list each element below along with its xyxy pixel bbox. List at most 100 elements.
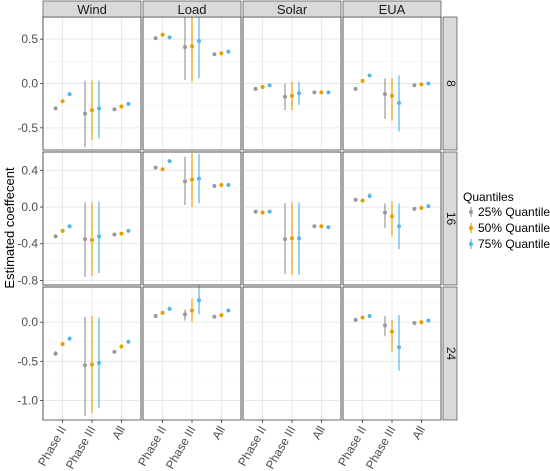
point-estimate [197,38,201,43]
point-estimate [83,363,87,368]
x-tick-label: All [209,424,228,443]
panel-border [242,151,342,286]
y-axis-title: Estimated coeffecent [2,167,17,289]
y-tick-label: -0.8 [17,273,38,287]
point-estimate [390,214,394,219]
point-estimate [67,224,72,229]
point-estimate [383,323,387,328]
point-estimate [90,108,94,113]
point-estimate [367,194,372,199]
point-estimate [190,44,194,49]
point-estimate [60,342,65,347]
point-estimate [397,101,401,106]
point-estimate [312,224,317,229]
legend: Quantiles 25% Quantile 50% Quantile 75% Qu… [463,190,550,251]
point-estimate [390,93,394,98]
legend-label: 50% Quantile [478,221,550,235]
legend-title: Quantiles [463,190,514,204]
panel-load-8 [142,5,242,151]
point-estimate [126,228,131,233]
point-estimate [183,312,187,317]
point-estimate [153,313,158,318]
point-estimate [219,51,224,56]
point-estimate [212,314,217,319]
y-tick-label: -1.0 [17,393,38,407]
point-estimate [126,339,131,344]
point-estimate [197,176,201,181]
point-estimate [53,234,58,239]
point-estimate [112,349,117,354]
point-estimate [160,32,165,37]
point-estimate [426,81,431,86]
panel-border [142,151,242,286]
point-estimate [260,210,265,215]
point-estimate [119,231,124,236]
facet-strip-wind [42,0,142,18]
facet-strip-row-label: 16 [444,212,458,226]
facet-strip-label: Wind [77,2,107,17]
point-estimate [290,236,294,241]
panel-eua-16 [342,151,442,286]
panel-load-16 [142,151,242,286]
point-estimate [67,92,72,97]
point-estimate [419,320,424,325]
point-estimate [426,204,431,209]
panel-border [42,151,142,286]
panel-solar-16 [242,151,342,286]
y-tick-label: 0.5 [21,32,38,46]
facet-strip-label: Load [178,2,207,17]
facet-strip-eua [342,0,442,18]
point-estimate [90,362,94,367]
point-estimate [212,52,217,57]
y-tick-label: 0.0 [21,77,38,91]
point-estimate [112,232,117,237]
point-estimate [160,310,165,315]
point-estimate [112,107,117,112]
panel-wind-8 [42,16,142,151]
point-estimate [67,336,72,341]
legend-label: 75% Quantile [478,237,550,251]
point-estimate [167,35,172,40]
point-estimate [167,306,172,311]
facet-strip-row-label: 24 [444,347,458,361]
panel-eua-24 [342,286,442,421]
panel-solar-8 [242,16,342,151]
point-estimate [253,86,258,91]
point-estimate [60,228,65,233]
y-tick-label: 0.0 [21,200,38,214]
x-tick-label: All [109,424,128,443]
point-estimate [119,104,124,109]
point-estimate [267,83,272,88]
legend-label: 25% Quantile [478,205,550,219]
y-tick-label: -0.5 [17,354,38,368]
point-estimate [119,344,124,349]
panel-wind-16 [42,151,142,286]
point-estimate [190,308,194,313]
point-estimate [360,78,365,83]
point-estimate [53,351,58,356]
point-estimate [360,315,365,320]
facet-strip-row-16 [442,151,458,286]
point-estimate [290,93,294,98]
point-estimate [97,106,101,111]
point-estimate [83,237,87,242]
point-estimate [367,73,372,78]
point-estimate [153,36,158,41]
facet-strip-row-24 [442,286,458,421]
facet-strip-row-label: 8 [444,80,458,87]
point-estimate [326,90,331,95]
x-tick-label: All [309,424,328,443]
panel-eua-8 [342,16,442,151]
point-estimate [412,206,417,211]
y-tick-label: 0.0 [21,315,38,329]
point-estimate [383,92,387,97]
facet-strip-row-8 [442,16,458,151]
point-estimate [253,209,258,214]
point-estimate [160,167,165,172]
point-estimate [97,360,101,365]
point-estimate [397,345,401,350]
point-estimate [383,210,387,215]
point-estimate [297,91,301,96]
point-estimate [426,318,431,323]
